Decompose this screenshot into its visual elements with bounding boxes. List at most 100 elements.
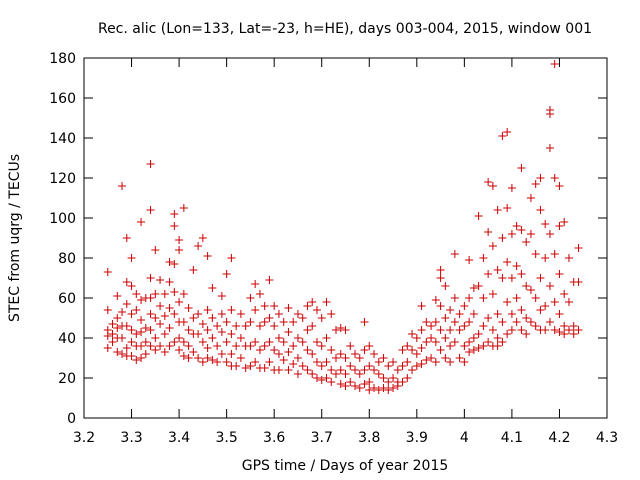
data-point xyxy=(531,250,540,258)
data-point xyxy=(203,354,212,362)
data-point xyxy=(274,366,283,374)
data-point xyxy=(175,298,184,306)
data-point xyxy=(507,184,516,192)
data-point xyxy=(503,204,512,212)
data-point xyxy=(550,298,559,306)
data-point xyxy=(298,314,307,322)
data-point xyxy=(526,194,535,202)
data-point xyxy=(398,346,407,354)
data-point xyxy=(322,374,331,382)
data-point xyxy=(227,330,236,338)
data-point xyxy=(208,334,217,342)
data-point xyxy=(284,328,293,336)
data-point xyxy=(355,354,364,362)
data-point xyxy=(232,342,241,350)
data-point xyxy=(208,314,217,322)
data-point xyxy=(374,358,383,366)
data-point xyxy=(270,302,279,310)
data-point xyxy=(317,362,326,370)
data-point xyxy=(422,356,431,364)
data-points xyxy=(103,60,583,394)
x-tick-label: 4 xyxy=(460,430,469,446)
data-point xyxy=(255,290,264,298)
data-point xyxy=(384,378,393,386)
data-point xyxy=(132,290,141,298)
y-tick-label: 180 xyxy=(49,51,76,67)
data-point xyxy=(441,334,450,342)
data-point xyxy=(460,302,469,310)
data-point xyxy=(146,206,155,214)
data-point xyxy=(132,356,141,364)
data-point xyxy=(431,358,440,366)
data-point xyxy=(175,246,184,254)
data-point xyxy=(118,334,127,342)
data-point xyxy=(108,330,117,338)
data-point xyxy=(479,342,488,350)
data-point xyxy=(422,338,431,346)
data-point xyxy=(569,322,578,330)
data-point xyxy=(298,338,307,346)
data-point xyxy=(427,354,436,362)
data-point xyxy=(284,304,293,312)
data-point xyxy=(222,270,231,278)
data-point xyxy=(536,174,545,182)
data-point xyxy=(146,160,155,168)
data-point xyxy=(260,342,269,350)
y-tick-label: 160 xyxy=(49,91,76,107)
data-point xyxy=(550,250,559,258)
data-point xyxy=(165,304,174,312)
data-point xyxy=(312,374,321,382)
data-point xyxy=(484,178,493,186)
data-point xyxy=(146,294,155,302)
data-point xyxy=(308,350,317,358)
x-tick-label: 4.3 xyxy=(596,430,618,446)
data-point xyxy=(198,338,207,346)
data-point xyxy=(517,226,526,234)
data-point xyxy=(541,326,550,334)
data-point xyxy=(274,310,283,318)
data-point xyxy=(498,338,507,346)
y-axis: 0 20 40 60 80 100 120 140 160 180 xyxy=(49,51,607,427)
data-point xyxy=(103,306,112,314)
data-point xyxy=(450,338,459,346)
data-point xyxy=(384,362,393,370)
data-point xyxy=(346,362,355,370)
data-point xyxy=(531,294,540,302)
data-point xyxy=(341,370,350,378)
data-point xyxy=(460,358,469,366)
data-point xyxy=(503,128,512,136)
data-point xyxy=(417,326,426,334)
data-point xyxy=(541,254,550,262)
data-point xyxy=(555,270,564,278)
data-point xyxy=(545,110,554,118)
data-point xyxy=(498,318,507,326)
data-point xyxy=(241,364,250,372)
data-point xyxy=(488,326,497,334)
data-point xyxy=(122,322,131,330)
data-point xyxy=(455,326,464,334)
data-point xyxy=(341,382,350,390)
x-tick-label: 3.2 xyxy=(73,430,95,446)
data-point xyxy=(127,282,136,290)
data-point xyxy=(336,380,345,388)
data-point xyxy=(503,330,512,338)
data-point xyxy=(289,360,298,368)
data-point xyxy=(198,320,207,328)
data-point xyxy=(198,234,207,242)
data-point xyxy=(484,314,493,322)
data-point xyxy=(279,338,288,346)
data-point xyxy=(474,212,483,220)
data-point xyxy=(265,276,274,284)
y-tick-label: 140 xyxy=(49,131,76,147)
data-point xyxy=(146,274,155,282)
data-point xyxy=(469,334,478,342)
data-point xyxy=(412,350,421,358)
data-point xyxy=(203,326,212,334)
data-point xyxy=(493,342,502,350)
data-point xyxy=(213,322,222,330)
data-point xyxy=(446,358,455,366)
data-point xyxy=(146,326,155,334)
data-point xyxy=(184,354,193,362)
data-point xyxy=(427,322,436,330)
data-point xyxy=(512,318,521,326)
